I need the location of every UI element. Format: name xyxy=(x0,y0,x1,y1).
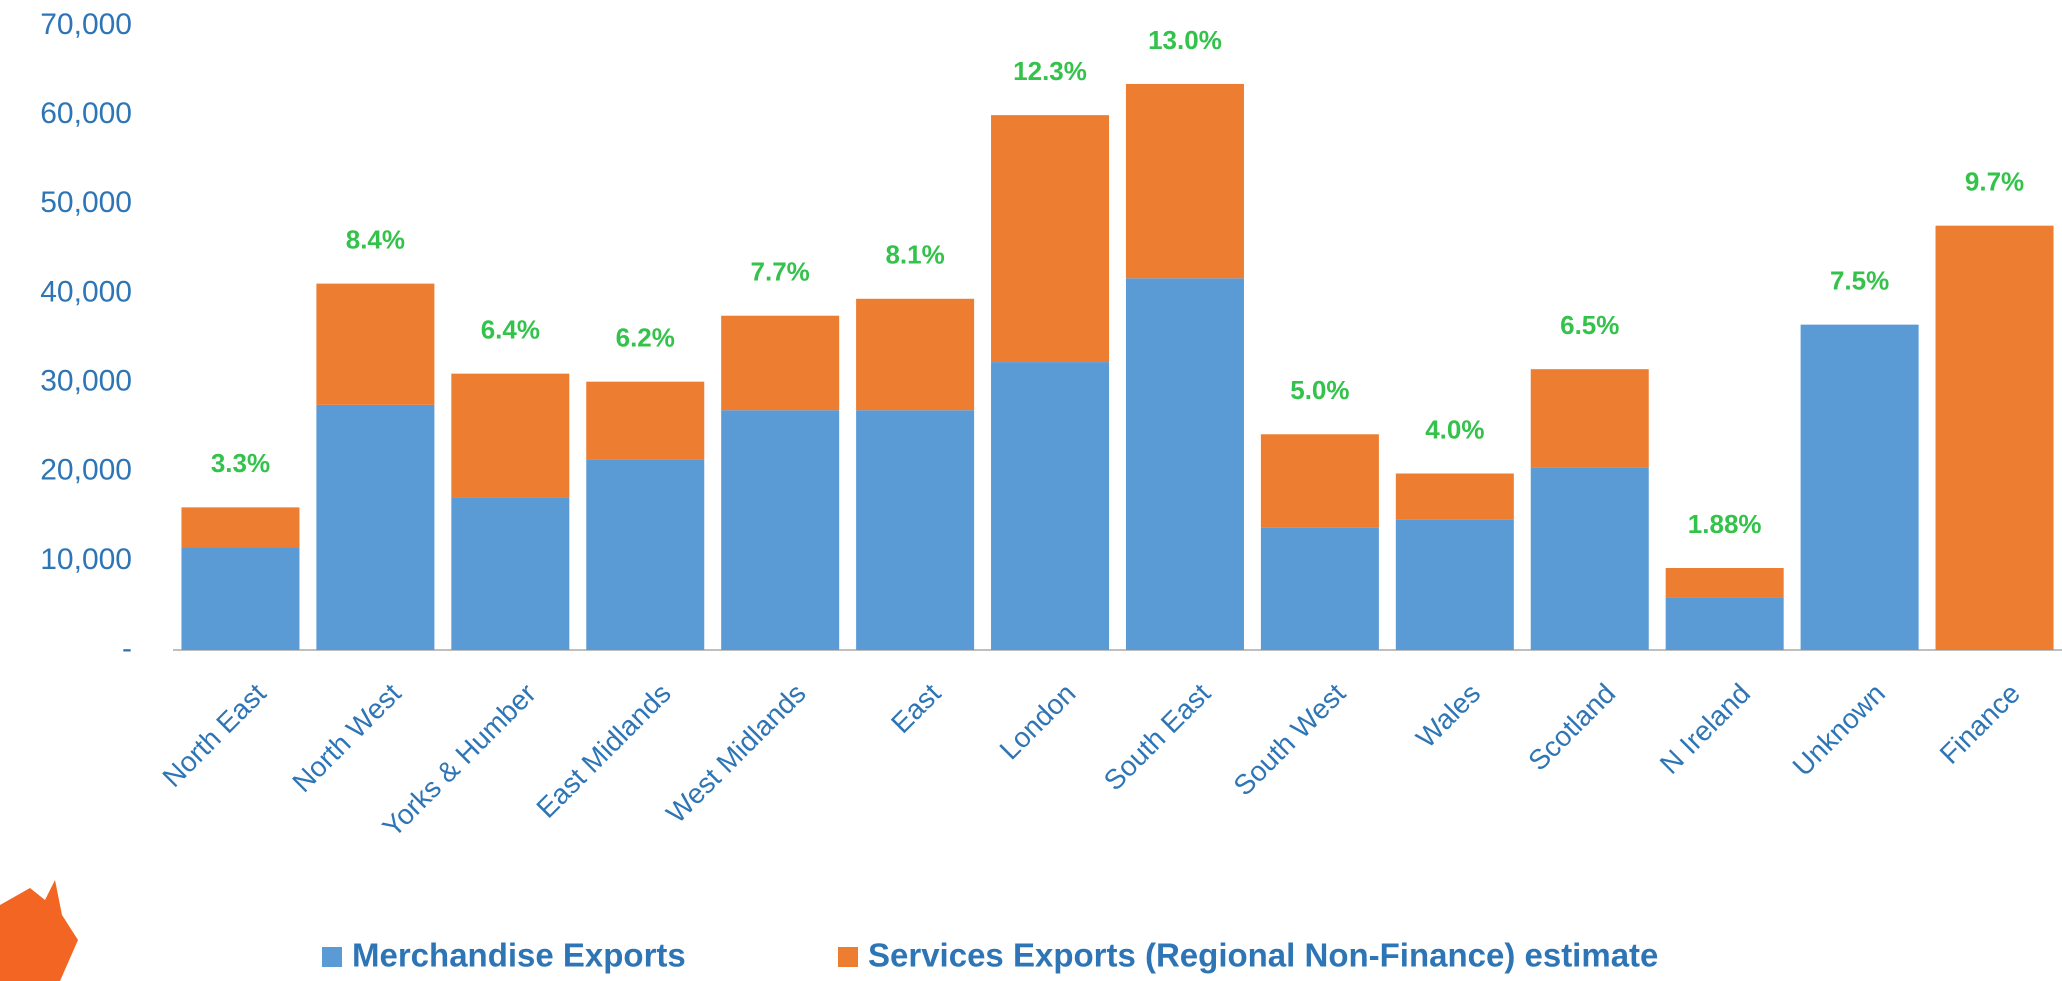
y-tick-label: 40,000 xyxy=(40,275,132,308)
bar-segment xyxy=(1935,225,2054,650)
x-tick-label: Unknown xyxy=(1787,678,1891,782)
y-tick-label: - xyxy=(122,632,132,665)
bar-annotation: 6.2% xyxy=(616,323,675,353)
y-tick-label: 20,000 xyxy=(40,454,132,487)
y-tick-label: 30,000 xyxy=(40,364,132,397)
legend-label: Merchandise Exports xyxy=(352,937,686,974)
bar-annotation: 6.4% xyxy=(481,315,540,345)
bar-annotation: 7.7% xyxy=(751,257,810,287)
x-tick-label: N Ireland xyxy=(1654,678,1756,780)
bar-annotation: 7.5% xyxy=(1830,266,1889,296)
bar-segment xyxy=(1665,567,1784,598)
bar-segment xyxy=(1395,519,1514,650)
x-tick-label: West Midlands xyxy=(660,678,811,829)
bar-annotation: 8.1% xyxy=(885,240,944,270)
bar-segment xyxy=(586,381,705,460)
bar-segment xyxy=(1125,278,1244,650)
bar-annotation: 13.0% xyxy=(1148,25,1222,55)
bar-segment xyxy=(316,283,435,405)
legend-swatch xyxy=(838,947,858,967)
bar-segment xyxy=(181,547,300,650)
bar-segment xyxy=(1260,527,1379,650)
x-tick-label: South West xyxy=(1227,677,1351,801)
y-tick-label: 70,000 xyxy=(40,8,132,41)
bar-segment xyxy=(1530,369,1649,468)
bar-segment xyxy=(856,298,975,411)
bar-annotation: 8.4% xyxy=(346,224,405,254)
legend-label: Services Exports (Regional Non-Finance) … xyxy=(868,937,1658,974)
y-tick-label: 10,000 xyxy=(40,543,132,576)
x-tick-label: London xyxy=(994,678,1082,766)
x-tick-label: North West xyxy=(286,677,407,798)
bar-annotation: 3.3% xyxy=(211,448,270,478)
bar-annotation: 9.7% xyxy=(1965,167,2024,197)
bar-segment xyxy=(1125,83,1244,279)
bar-segment xyxy=(316,404,435,650)
bar-segment xyxy=(451,373,570,498)
x-tick-label: North East xyxy=(156,677,272,793)
y-tick-label: 50,000 xyxy=(40,186,132,219)
bar-segment xyxy=(181,507,300,548)
bar-segment xyxy=(1530,467,1649,650)
bar-annotation: 6.5% xyxy=(1560,310,1619,340)
x-tick-label: East xyxy=(885,677,947,739)
bar-segment xyxy=(1665,597,1784,650)
x-tick-label: Wales xyxy=(1410,678,1486,754)
bar-segment xyxy=(1800,324,1919,650)
bar-segment xyxy=(856,410,975,650)
bar-segment xyxy=(1395,473,1514,520)
bar-segment xyxy=(451,497,570,650)
bar-annotation: 1.88% xyxy=(1688,509,1762,539)
bar-segment xyxy=(721,315,840,411)
bar-annotation: 5.0% xyxy=(1290,375,1349,405)
bar-segment xyxy=(1260,434,1379,528)
bar-annotation: 12.3% xyxy=(1013,56,1087,86)
y-tick-label: 60,000 xyxy=(40,97,132,130)
legend-swatch xyxy=(322,947,342,967)
bar-segment xyxy=(991,362,1110,650)
x-tick-label: Scotland xyxy=(1522,678,1621,777)
bar-segment xyxy=(586,459,705,650)
x-tick-label: East Midlands xyxy=(530,678,676,824)
bar-annotation: 4.0% xyxy=(1425,414,1484,444)
decoration xyxy=(0,880,78,981)
x-tick-label: South East xyxy=(1098,677,1217,796)
bar-segment xyxy=(721,410,840,650)
bar-segment xyxy=(991,115,1110,363)
x-tick-label: Finance xyxy=(1934,678,2026,770)
